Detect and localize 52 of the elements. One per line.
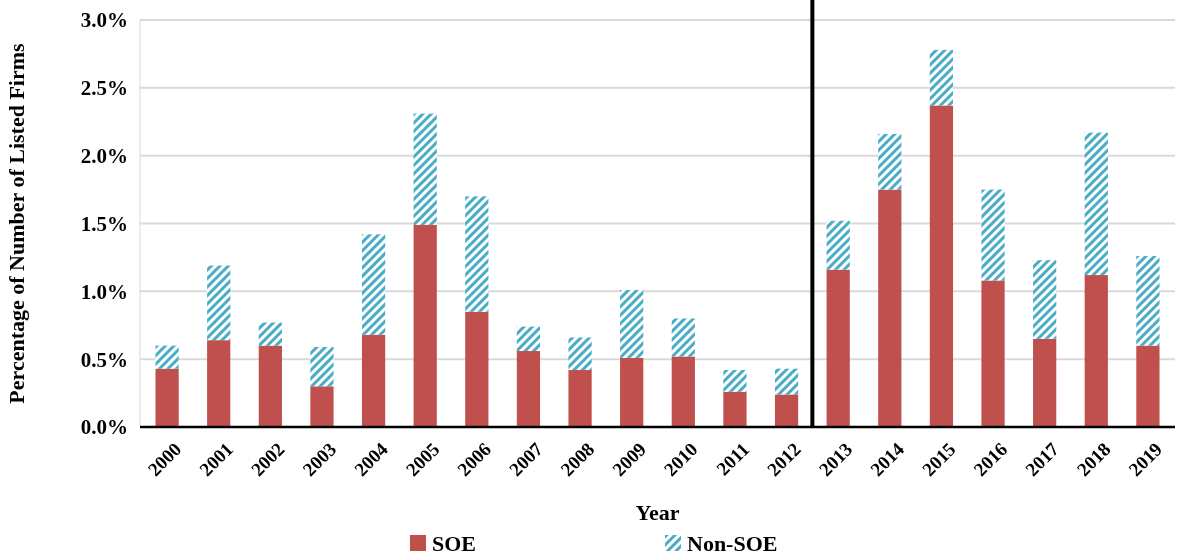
bar xyxy=(981,189,1005,281)
bar xyxy=(1033,338,1057,427)
bar xyxy=(671,356,695,427)
legend-label: Non-SOE xyxy=(687,530,778,556)
bar xyxy=(620,289,644,358)
bar xyxy=(774,368,799,395)
x-axis-title: Year xyxy=(635,500,680,525)
bar xyxy=(878,189,902,427)
bar xyxy=(826,220,850,270)
bar xyxy=(723,370,747,392)
y-tick-label: 2.5% xyxy=(80,76,128,101)
bar xyxy=(207,265,231,341)
bar xyxy=(465,196,489,312)
bar xyxy=(826,269,850,427)
bar xyxy=(155,345,179,369)
y-axis-title: Percentage of Number of Listed Firms xyxy=(4,42,29,404)
bar xyxy=(465,311,489,427)
bar xyxy=(413,224,437,427)
bar xyxy=(361,334,386,427)
y-tick-label: 3.0% xyxy=(80,8,128,33)
bar xyxy=(258,345,282,427)
bar xyxy=(671,318,695,357)
bar xyxy=(155,368,179,427)
bar xyxy=(1136,256,1160,346)
x-tick-label: 2011 xyxy=(712,438,754,480)
bar xyxy=(1033,260,1057,339)
y-tick-label: 0.0% xyxy=(80,415,128,440)
bar xyxy=(878,133,902,190)
bar xyxy=(258,322,282,346)
bar xyxy=(929,49,954,106)
bar xyxy=(620,357,644,427)
bar xyxy=(774,394,799,427)
bar xyxy=(929,105,954,427)
legend-label: SOE xyxy=(432,530,477,556)
y-tick-label: 1.5% xyxy=(80,211,128,236)
bar xyxy=(568,337,592,371)
bar xyxy=(413,113,437,225)
bar xyxy=(1084,275,1108,427)
bar xyxy=(516,351,541,427)
y-tick-label: 1.0% xyxy=(80,279,128,304)
bar xyxy=(361,234,386,335)
bar xyxy=(207,340,231,427)
bar xyxy=(516,326,541,352)
bar xyxy=(981,280,1005,427)
bar xyxy=(310,386,334,427)
bar xyxy=(1084,132,1108,276)
bar xyxy=(723,391,747,427)
bar xyxy=(568,370,592,427)
bar xyxy=(1136,345,1160,427)
y-tick-label: 2.0% xyxy=(80,144,128,169)
y-tick-label: 0.5% xyxy=(80,347,128,372)
bar xyxy=(310,346,334,387)
